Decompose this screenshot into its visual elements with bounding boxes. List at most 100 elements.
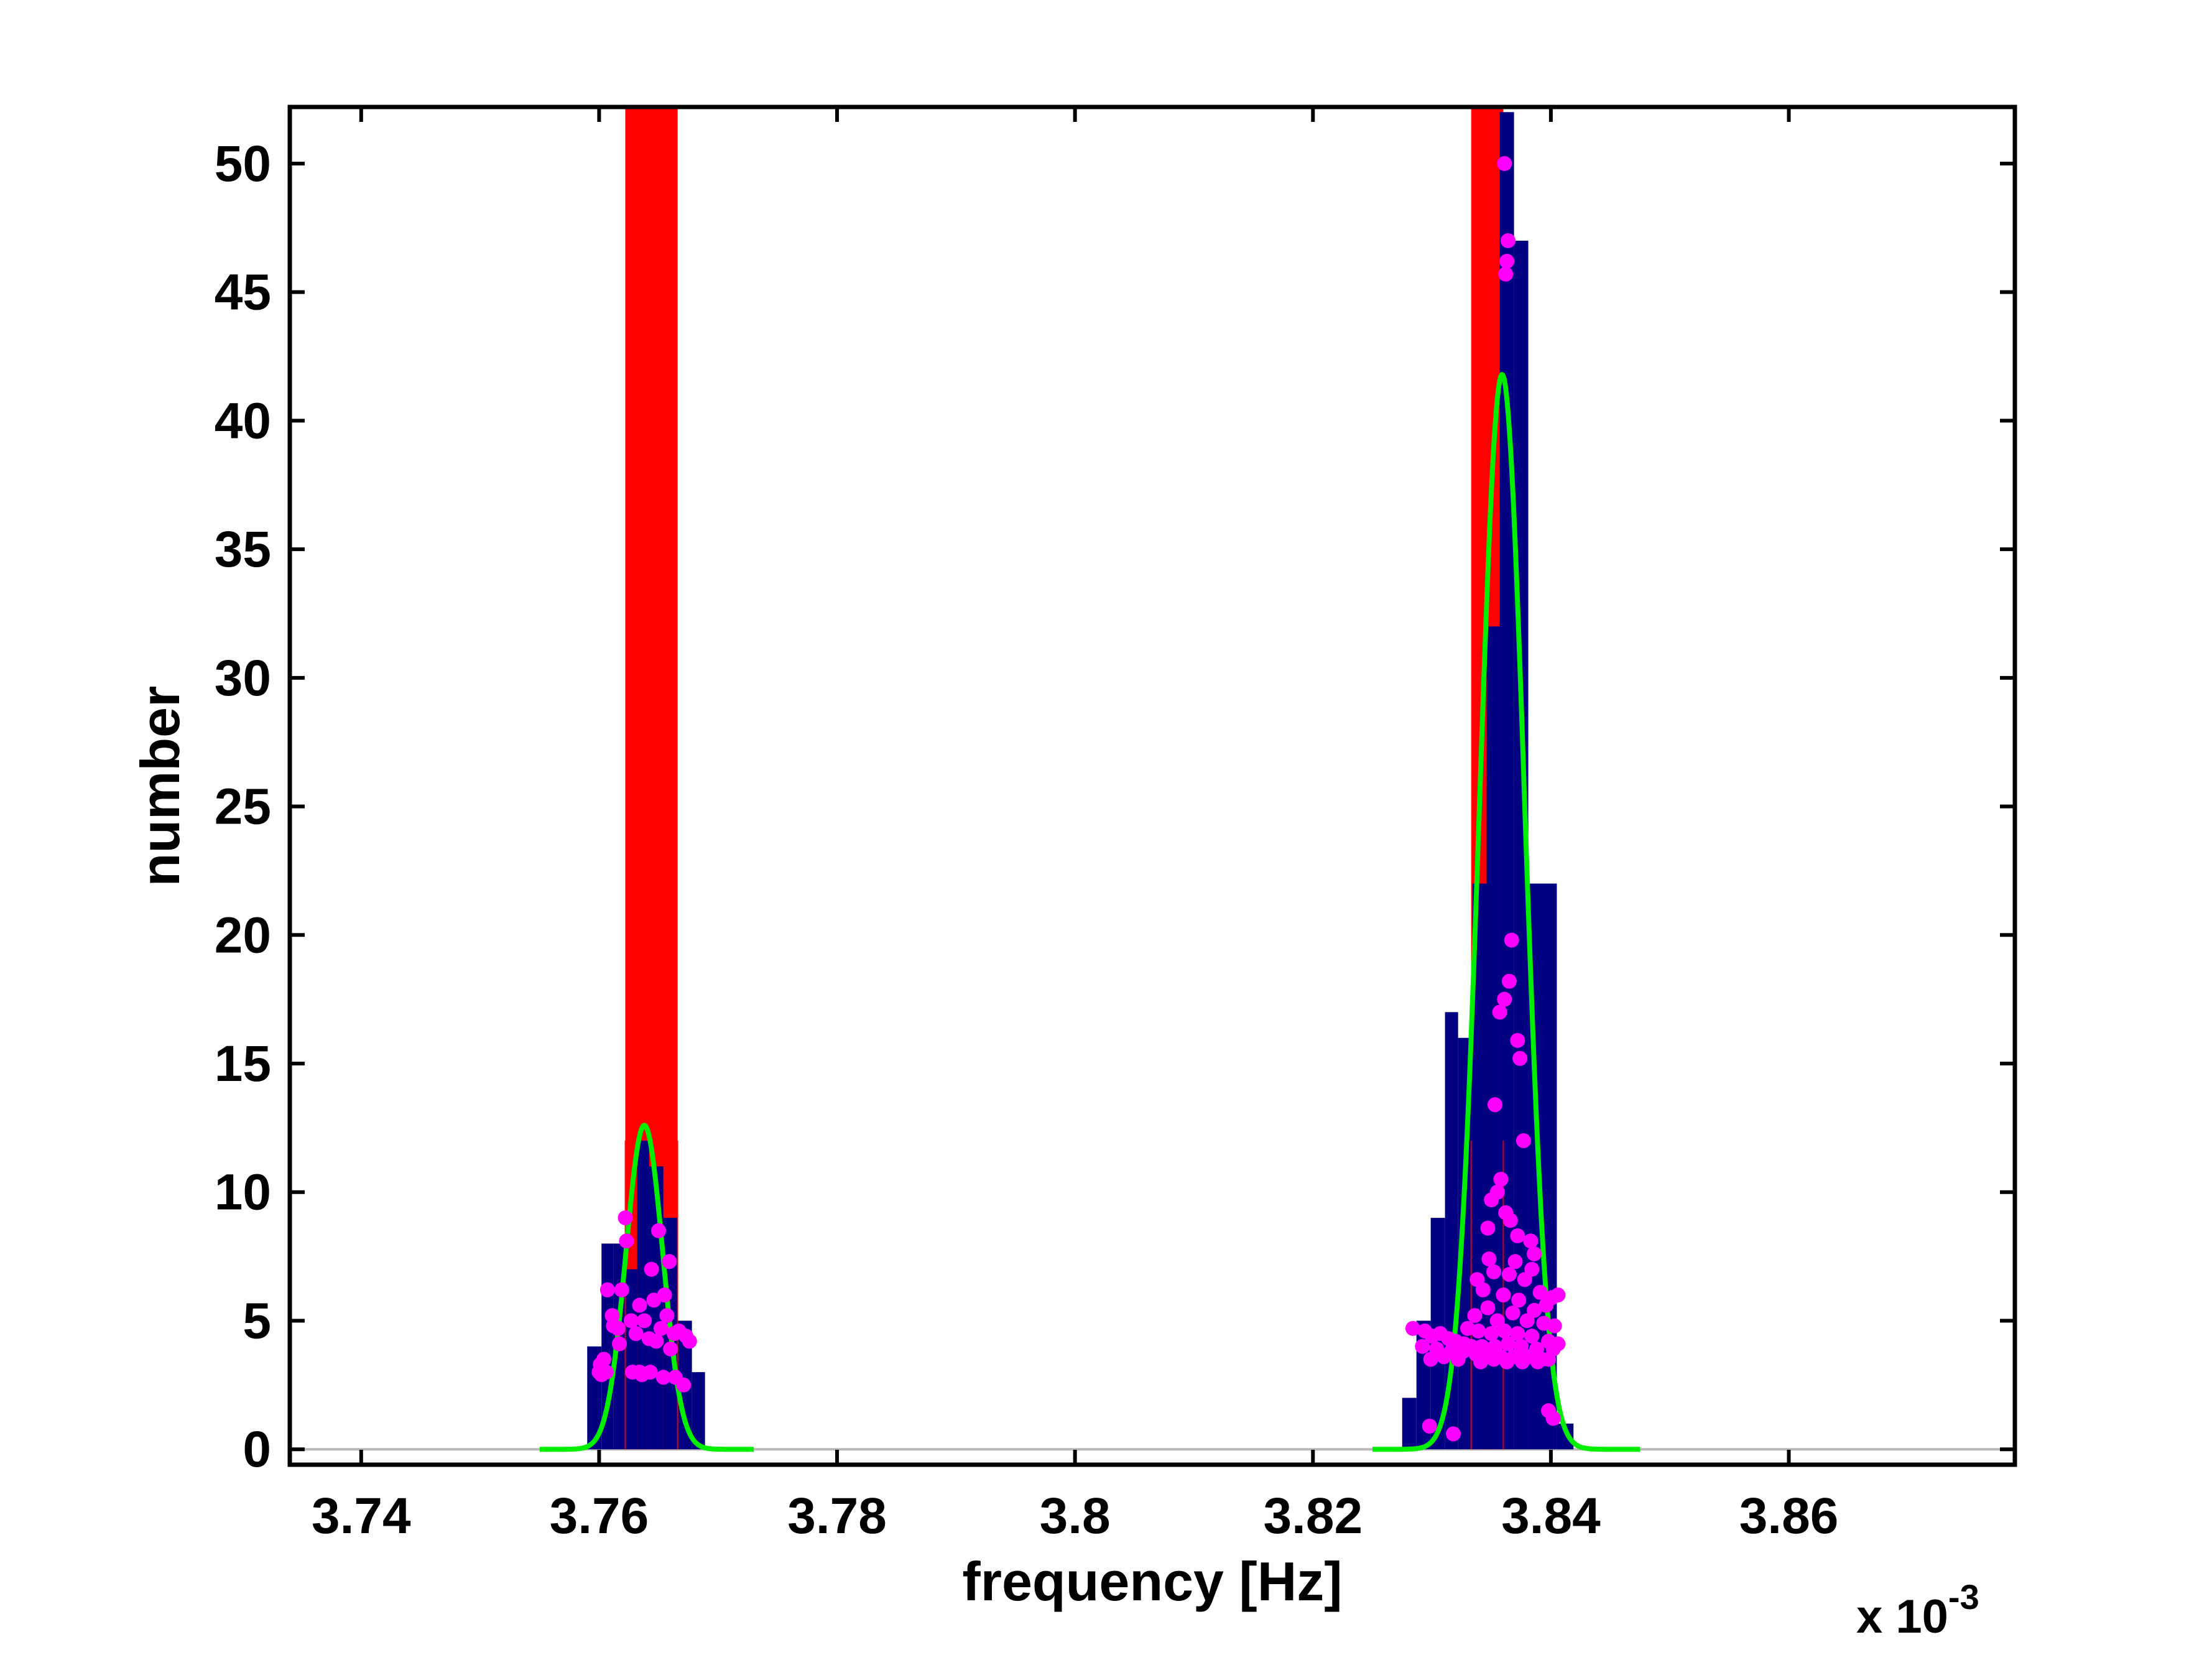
y-tick-label: 50 [215, 136, 271, 192]
scatter-point [628, 1326, 644, 1342]
scatter-point [1510, 1228, 1525, 1244]
scatter-point [1510, 1326, 1525, 1342]
scatter-point [644, 1261, 659, 1277]
scatter-point [611, 1320, 626, 1336]
scatter-point [1502, 1213, 1518, 1228]
scatter-point [1473, 1354, 1489, 1370]
scatter-point [1550, 1287, 1566, 1303]
scatter-point [1423, 1352, 1438, 1367]
y-tick-label: 40 [215, 392, 271, 449]
scatter-point [619, 1233, 634, 1249]
x-tick-label: 3.76 [550, 1488, 649, 1544]
x-tick-label: 3.84 [1501, 1488, 1601, 1544]
scatter-point [1524, 1328, 1540, 1344]
scatter-point [1484, 1326, 1499, 1342]
scatter-point [1487, 1097, 1502, 1113]
scatter-point [632, 1365, 647, 1380]
axes-box [287, 104, 2017, 1467]
scatter-point [1501, 233, 1516, 248]
scatter-point [642, 1365, 658, 1380]
blue-histogram-bar [1402, 1398, 1417, 1450]
scatter-point [1493, 1172, 1509, 1187]
y-tick-label: 10 [215, 1164, 271, 1221]
x-tick-label: 3.74 [312, 1488, 411, 1544]
scatter-point [1450, 1352, 1466, 1367]
scatter-point [632, 1297, 647, 1313]
scatter-point [657, 1287, 672, 1303]
blue-histogram-bar [1499, 112, 1514, 1450]
scatter-point [1415, 1338, 1430, 1354]
scatter-point [1511, 1292, 1527, 1308]
blue-histogram-bar [625, 1269, 637, 1450]
x-multiplier-label: x 10-3 [1856, 1577, 1979, 1643]
scatter-point [1512, 1050, 1528, 1066]
scatter-point [1497, 1324, 1512, 1339]
y-tick-label: 25 [215, 779, 271, 835]
scatter-point [1510, 1032, 1525, 1048]
scatter-point [611, 1336, 627, 1352]
x-axis-title: frequency [Hz] [962, 1551, 1342, 1612]
scatter-point [1499, 1354, 1515, 1370]
y-tick-label: 45 [215, 264, 271, 321]
y-tick-label: 20 [215, 907, 271, 963]
scatter-point [1497, 155, 1512, 171]
plot-area [290, 107, 2015, 1465]
x-tick-label: 3.86 [1739, 1488, 1839, 1544]
scatter-point [1541, 1352, 1557, 1367]
scatter-point [1436, 1349, 1451, 1365]
scatter-point [1501, 1336, 1516, 1352]
blue-histogram-bar [692, 1372, 705, 1450]
x-multiplier-base: x 10 [1856, 1590, 1948, 1643]
y-tick-label: 0 [243, 1421, 271, 1478]
y-tick-label: 35 [215, 521, 271, 578]
x-tick-label: 3.78 [787, 1488, 887, 1544]
scatter-point [1505, 1305, 1520, 1321]
scatter-point [624, 1313, 639, 1328]
scatter-point [1498, 266, 1514, 282]
scatter-point [1501, 973, 1517, 989]
scatter-point [1514, 1354, 1530, 1370]
scatter-point [659, 1308, 675, 1324]
x-multiplier-exponent: -3 [1948, 1577, 1979, 1616]
blue-histogram-bar [637, 1141, 649, 1450]
scatter-point [618, 1210, 633, 1226]
y-axis-title: number [129, 686, 191, 887]
scatter-point [1545, 1411, 1561, 1426]
scatter-point [596, 1352, 612, 1367]
scatter-point [678, 1328, 694, 1344]
scatter-point [1422, 1418, 1437, 1434]
scatter-point [662, 1254, 677, 1269]
scatter-point [651, 1223, 667, 1238]
scatter-point [1524, 1261, 1540, 1277]
scatter-point [663, 1341, 678, 1356]
scatter-point [649, 1333, 664, 1349]
scatter-point [1547, 1318, 1562, 1333]
scatter-point [614, 1282, 629, 1297]
gaussian-fit-curve [538, 1123, 756, 1452]
scatter-point [599, 1282, 615, 1297]
tick-labels: 3.74 3.76 3.78 3.8 3.82 3.84 3.86 0 5 10 15 20 25 30 3… [215, 136, 1839, 1544]
scatter-point [598, 1365, 614, 1380]
scatter-point [1550, 1336, 1566, 1352]
y-tick-label: 15 [215, 1036, 271, 1092]
scatter-point [1496, 1287, 1511, 1303]
scatter-point [1519, 1313, 1535, 1328]
scatter-point [1523, 1233, 1539, 1249]
scatter-point [1480, 1220, 1496, 1236]
scatter-point [1446, 1426, 1461, 1442]
gaussian-fit-curve [1371, 372, 1642, 1452]
scatter-point [1405, 1320, 1420, 1336]
x-tick-label: 3.82 [1263, 1488, 1363, 1544]
scatter-point [1527, 1246, 1542, 1261]
scatter-point [1499, 254, 1515, 269]
scatter-point [1516, 1133, 1531, 1149]
x-tick-label: 3.8 [1040, 1488, 1111, 1544]
scatter-point [1481, 1251, 1497, 1267]
scatter-point [1467, 1308, 1483, 1324]
scatter-point [1507, 1254, 1523, 1269]
scatter-point [1486, 1264, 1502, 1279]
y-tick-label: 5 [243, 1292, 271, 1349]
scatter-point [1492, 1004, 1507, 1020]
blue-histogram-bar [1486, 626, 1500, 1450]
